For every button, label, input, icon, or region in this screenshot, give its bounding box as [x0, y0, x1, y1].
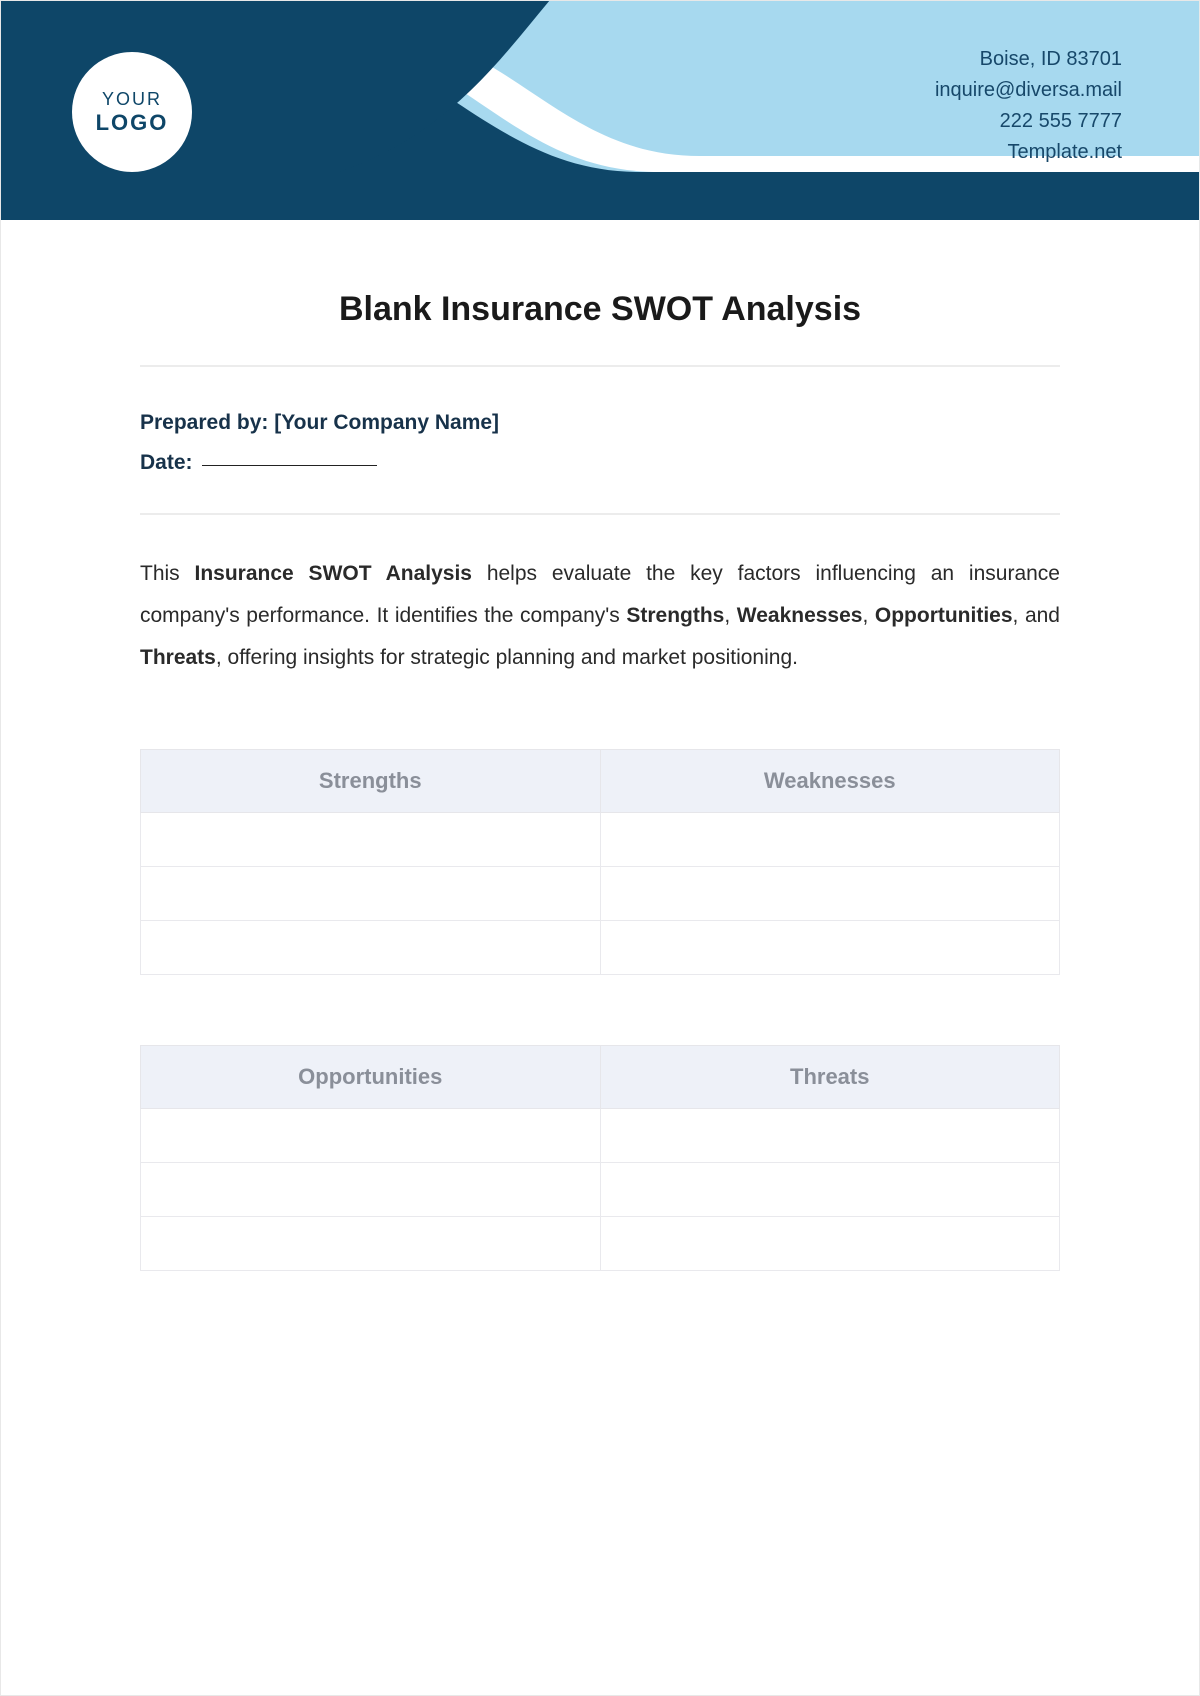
contact-block: Boise, ID 83701 inquire@diversa.mail 222…	[935, 44, 1122, 168]
table-header: Threats	[600, 1045, 1060, 1108]
intro-text: , and	[1013, 604, 1060, 627]
table-cell[interactable]	[600, 920, 1060, 974]
prepared-by-value: [Your Company Name]	[274, 411, 499, 434]
divider	[140, 513, 1060, 515]
table-header: Strengths	[141, 749, 601, 812]
table-cell[interactable]	[600, 812, 1060, 866]
intro-text: ,	[862, 604, 874, 627]
swot-table-1: Strengths Weaknesses	[140, 749, 1060, 975]
logo-line2: LOGO	[96, 110, 169, 136]
contact-email: inquire@diversa.mail	[935, 75, 1122, 106]
contact-address: Boise, ID 83701	[935, 44, 1122, 75]
table-row	[141, 1162, 1060, 1216]
intro-text: This	[140, 562, 195, 585]
prepared-by-line: Prepared by: [Your Company Name]	[140, 403, 1060, 443]
page-title: Blank Insurance SWOT Analysis	[140, 290, 1060, 329]
date-label: Date:	[140, 451, 193, 474]
table-cell[interactable]	[141, 1108, 601, 1162]
contact-phone: 222 555 7777	[935, 106, 1122, 137]
table-cell[interactable]	[141, 866, 601, 920]
content: Blank Insurance SWOT Analysis Prepared b…	[0, 220, 1200, 1271]
table-cell[interactable]	[141, 1162, 601, 1216]
intro-bold: Threats	[140, 646, 216, 669]
intro-paragraph: This Insurance SWOT Analysis helps evalu…	[140, 553, 1060, 679]
intro-text: ,	[724, 604, 736, 627]
meta-block: Prepared by: [Your Company Name] Date:	[140, 403, 1060, 483]
intro-text: , offering insights for strategic planni…	[216, 646, 798, 669]
intro-bold: Opportunities	[875, 604, 1013, 627]
header: YOUR LOGO Boise, ID 83701 inquire@divers…	[0, 0, 1200, 220]
intro-bold: Strengths	[626, 604, 724, 627]
divider	[140, 365, 1060, 367]
logo: YOUR LOGO	[72, 52, 192, 172]
table-row	[141, 1216, 1060, 1270]
swot-table-2: Opportunities Threats	[140, 1045, 1060, 1271]
table-row	[141, 920, 1060, 974]
table-header: Opportunities	[141, 1045, 601, 1108]
intro-bold: Insurance SWOT Analysis	[195, 562, 472, 585]
table-cell[interactable]	[141, 1216, 601, 1270]
table-cell[interactable]	[141, 920, 601, 974]
date-line-row: Date:	[140, 443, 1060, 483]
table-cell[interactable]	[600, 866, 1060, 920]
contact-site: Template.net	[935, 137, 1122, 168]
intro-bold: Weaknesses	[737, 604, 863, 627]
table-cell[interactable]	[600, 1162, 1060, 1216]
prepared-by-label: Prepared by:	[140, 411, 268, 434]
table-cell[interactable]	[600, 1108, 1060, 1162]
table-row	[141, 866, 1060, 920]
table-header: Weaknesses	[600, 749, 1060, 812]
logo-line1: YOUR	[102, 89, 162, 110]
table-row	[141, 812, 1060, 866]
table-row	[141, 1108, 1060, 1162]
table-cell[interactable]	[141, 812, 601, 866]
table-cell[interactable]	[600, 1216, 1060, 1270]
date-input-line[interactable]	[202, 465, 377, 466]
